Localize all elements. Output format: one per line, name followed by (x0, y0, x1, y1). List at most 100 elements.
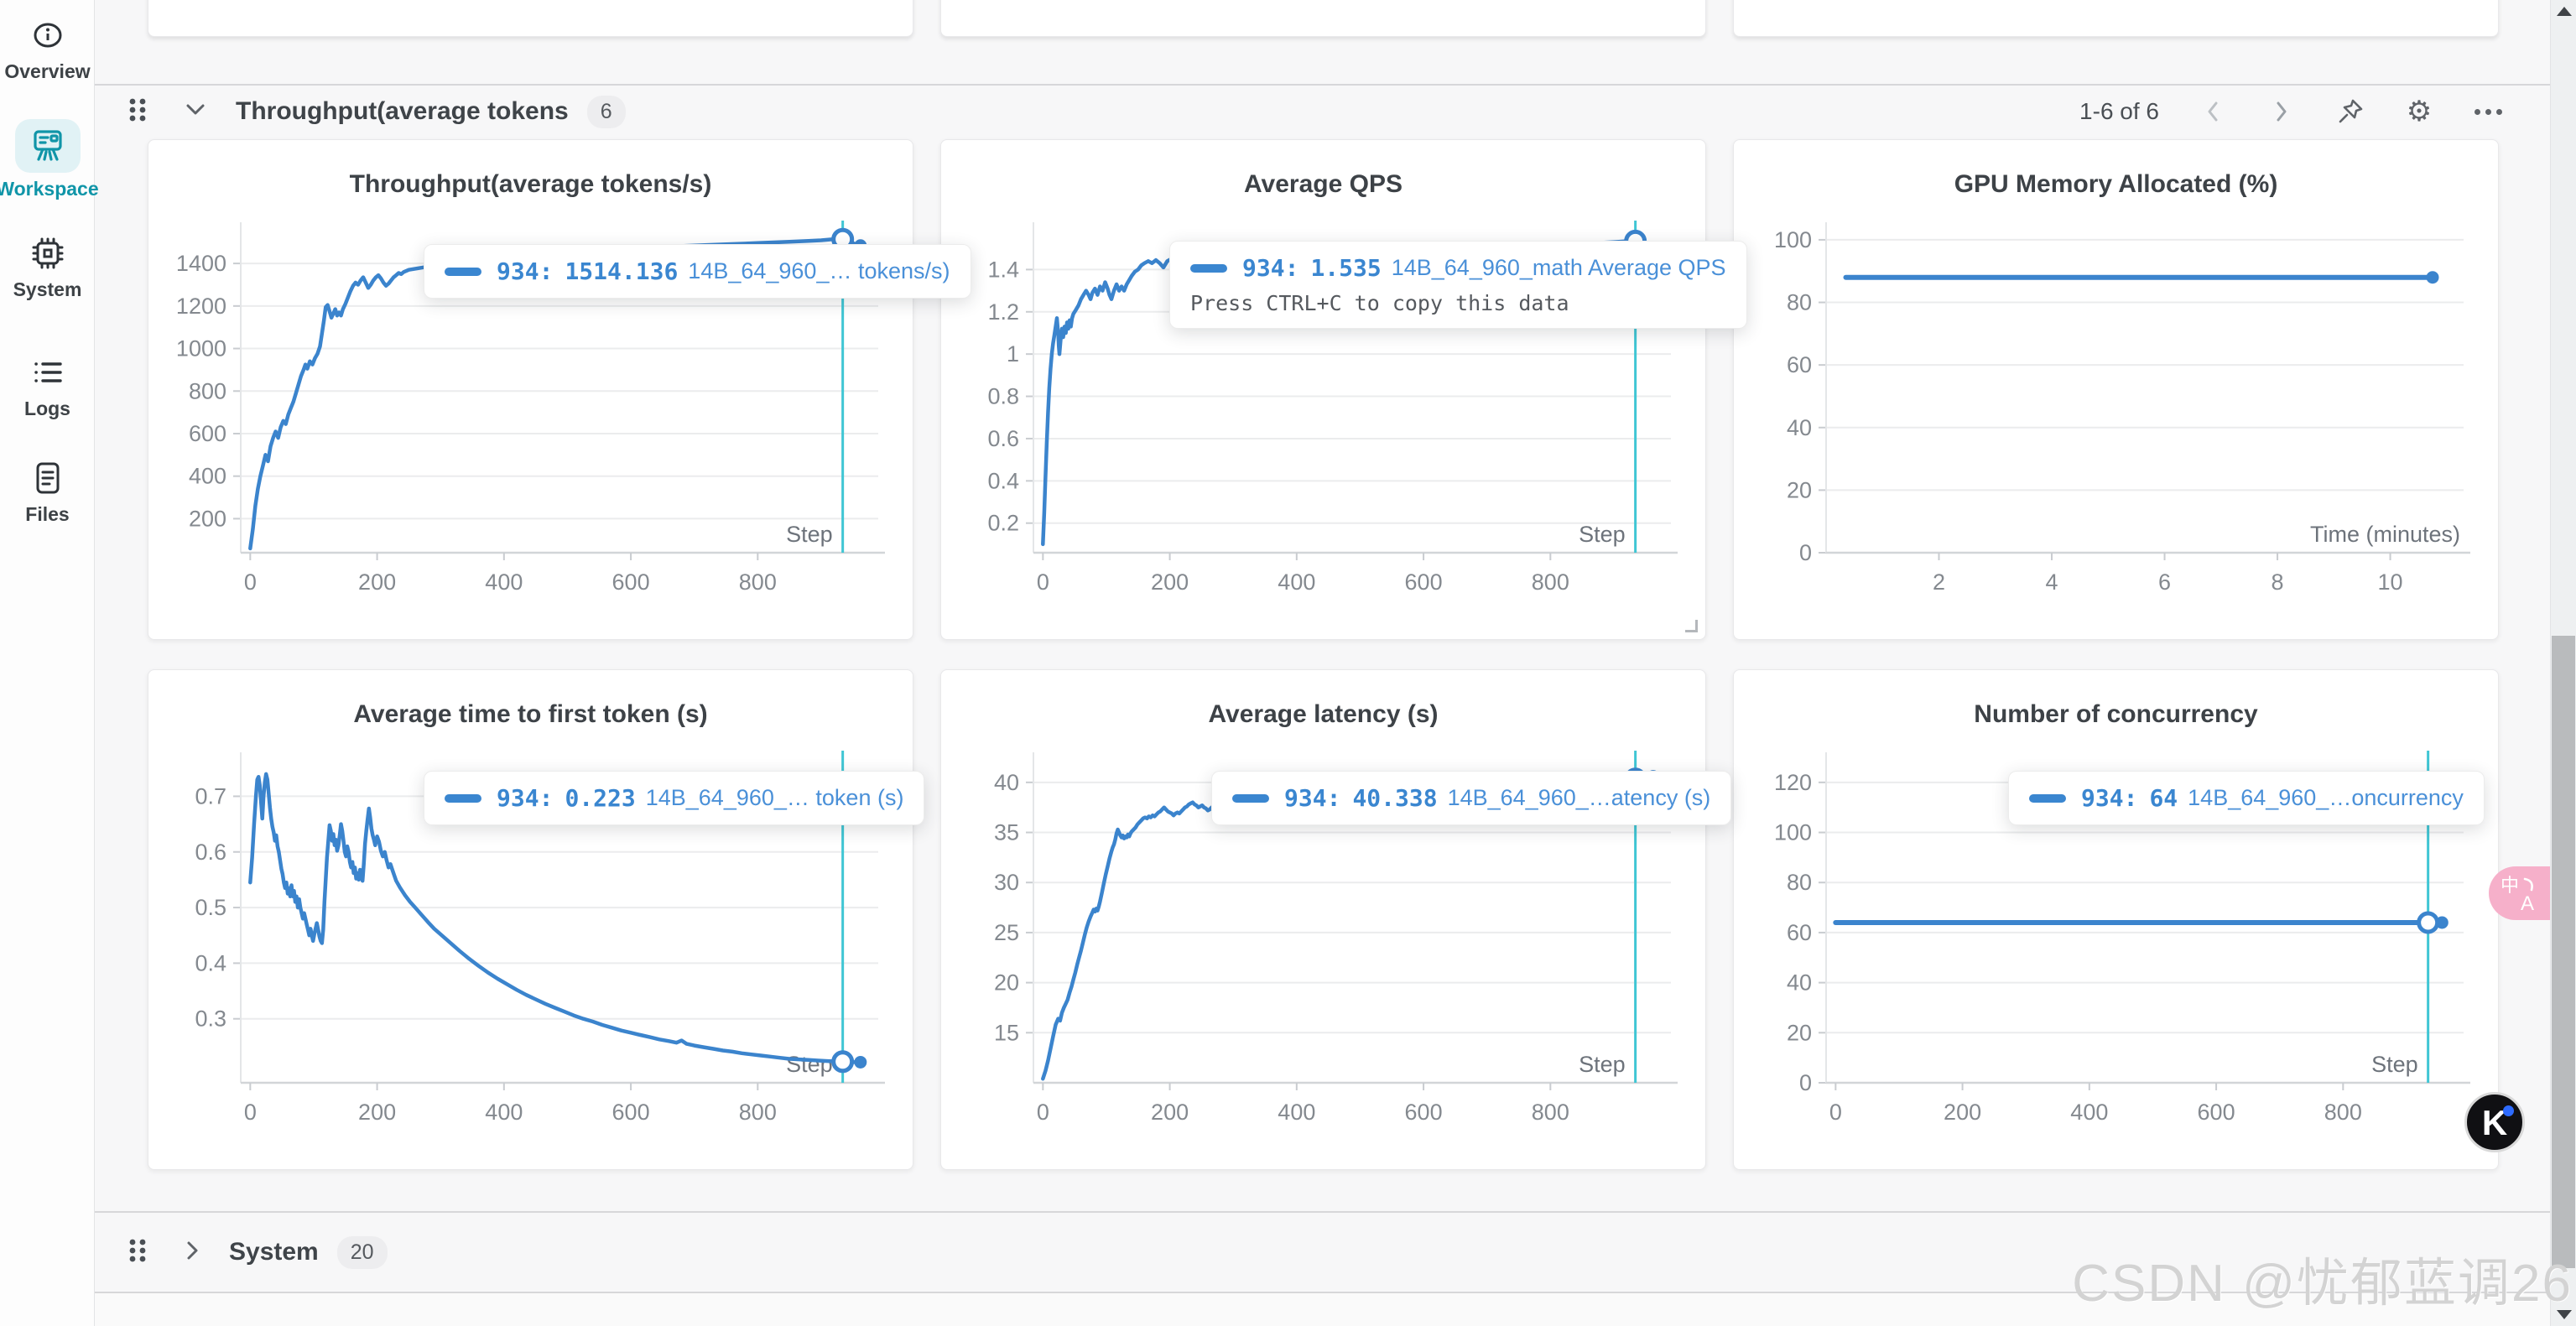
section-divider (95, 84, 2550, 86)
tooltip-value: 1.535 (1310, 254, 1382, 282)
previous-chart-card-fragment (1733, 0, 2499, 37)
svg-text:400: 400 (1278, 569, 1315, 595)
svg-text:0.5: 0.5 (195, 895, 226, 920)
svg-text:Time (minutes): Time (minutes) (2310, 522, 2460, 547)
expand-chevron-right-icon[interactable] (184, 1239, 200, 1266)
svg-text:35: 35 (994, 820, 1019, 845)
translate-icon: 中 A (2501, 875, 2534, 913)
sidebar-item-label: Overview (4, 60, 91, 82)
svg-text:600: 600 (1405, 1100, 1443, 1125)
chart-title: Average latency (s) (1208, 700, 1439, 728)
svg-text:Step: Step (1579, 522, 1626, 547)
files-icon (28, 458, 68, 498)
drag-handle-icon[interactable] (127, 1237, 148, 1268)
chart-card-gpu-memory: GPU Memory Allocated (%) 0 20 40 60 80 100 2 4 6… (1733, 139, 2499, 640)
sidebar-item-logs[interactable]: Logs (0, 352, 95, 420)
assistant-logo-button[interactable]: K (2464, 1092, 2525, 1152)
svg-text:40: 40 (994, 770, 1019, 795)
workspace-icon (14, 119, 81, 173)
svg-text:2: 2 (1933, 569, 1945, 595)
svg-text:40: 40 (1787, 970, 1812, 996)
section-divider (95, 1292, 2550, 1293)
svg-text:0.6: 0.6 (195, 840, 226, 865)
tooltip-series: 14B_64_960_…oncurrency (2188, 785, 2464, 810)
chart-tooltip: 934: 1514.136 14B_64_960_… tokens/s) (424, 244, 971, 299)
svg-text:0.2: 0.2 (987, 511, 1019, 536)
more-options-icon[interactable] (2473, 96, 2503, 127)
svg-text:800: 800 (189, 378, 226, 403)
svg-text:800: 800 (739, 569, 777, 595)
svg-text:40: 40 (1787, 415, 1812, 440)
logs-icon (28, 352, 68, 393)
svg-text:0: 0 (244, 569, 257, 595)
svg-text:1000: 1000 (176, 336, 226, 361)
svg-text:800: 800 (2324, 1100, 2362, 1125)
k-logo-icon: K (2481, 1103, 2508, 1142)
series-color-dash (445, 267, 481, 276)
previous-chart-card-fragment (148, 0, 913, 37)
svg-text:800: 800 (1532, 569, 1569, 595)
svg-text:60: 60 (1787, 920, 1812, 945)
chart-tooltip: 934: 64 14B_64_960_…oncurrency (2008, 771, 2485, 825)
sidebar-item-system[interactable]: System (0, 233, 95, 301)
svg-text:400: 400 (189, 464, 226, 489)
collapse-chevron-down-icon[interactable] (184, 101, 207, 122)
svg-text:0: 0 (1799, 1070, 1812, 1095)
sidebar-item-label: System (13, 278, 82, 300)
chart-title: Average time to first token (s) (353, 700, 708, 728)
svg-text:0: 0 (244, 1100, 257, 1125)
chart-title: Average QPS (1244, 170, 1402, 198)
svg-text:60: 60 (1787, 352, 1812, 377)
chart-card-throughput: Throughput(average tokens/s) 200 400 600 80… (148, 139, 971, 640)
svg-text:200: 200 (358, 569, 396, 595)
svg-text:400: 400 (2070, 1100, 2108, 1125)
svg-text:100: 100 (1774, 227, 1812, 252)
chart-card-qps: Average QPS 0.2 0.4 0.6 0.8 1 1.2 1.4 0 200 400 60… (940, 139, 1747, 640)
drag-handle-icon[interactable] (127, 96, 148, 127)
vertical-scrollbar[interactable] (2550, 0, 2576, 1326)
svg-text:200: 200 (1151, 1100, 1189, 1125)
svg-text:400: 400 (485, 1100, 523, 1125)
sidebar-item-label: Workspace (0, 178, 99, 200)
svg-text:8: 8 (2272, 569, 2284, 595)
svg-text:0.7: 0.7 (195, 783, 226, 809)
page-next-chevron-icon[interactable] (2266, 96, 2297, 127)
svg-text:Step: Step (786, 1052, 833, 1077)
gear-icon[interactable]: ⚙ (2406, 96, 2433, 127)
sidebar-item-workspace[interactable]: Workspace (0, 119, 99, 200)
svg-text:200: 200 (189, 506, 226, 531)
gpu-memory-line-chart[interactable]: 0 20 40 60 80 100 2 4 6 8 10 Time (minutes) (1746, 214, 2486, 618)
pin-icon[interactable] (2335, 96, 2365, 127)
svg-text:80: 80 (1787, 870, 1812, 895)
main-content: Throughput(average tokens 6 1-6 of 6 ⚙ (95, 0, 2550, 1326)
svg-text:400: 400 (485, 569, 523, 595)
section-divider (95, 1211, 2550, 1213)
sidebar-item-label: Files (25, 503, 70, 525)
sidebar-item-files[interactable]: Files (0, 458, 95, 526)
series-color-dash (1190, 263, 1227, 273)
tooltip-series: 14B_64_960_…atency (s) (1447, 785, 1711, 810)
tooltip-value: 1514.136 (565, 257, 679, 285)
sidebar-item-overview[interactable]: Overview (0, 15, 95, 83)
system-section-header: System 20 (95, 1226, 2550, 1278)
svg-text:1: 1 (1007, 341, 1019, 367)
chart-title: Number of concurrency (1974, 700, 2258, 728)
tooltip-step: 934: (497, 784, 554, 812)
sidebar-item-label: Logs (24, 398, 70, 419)
bottom-strip (95, 1293, 2550, 1326)
page-prev-chevron-icon[interactable] (2198, 96, 2228, 127)
tooltip-copy-hint: Press CTRL+C to copy this data (1190, 291, 1569, 315)
svg-text:A: A (2521, 892, 2534, 913)
series-color-dash (2029, 793, 2066, 803)
scroll-down-arrow-icon[interactable] (2557, 1310, 2572, 1319)
chip-icon (28, 233, 68, 273)
svg-text:25: 25 (994, 920, 1019, 945)
translate-button[interactable]: 中 A (2489, 866, 2550, 920)
svg-text:800: 800 (1532, 1100, 1569, 1125)
scrollbar-thumb[interactable] (2552, 636, 2575, 1268)
svg-text:200: 200 (1151, 569, 1189, 595)
resize-handle[interactable] (1685, 620, 1698, 632)
svg-text:600: 600 (189, 421, 226, 446)
svg-text:15: 15 (994, 1020, 1019, 1045)
scroll-up-arrow-icon[interactable] (2557, 7, 2572, 16)
